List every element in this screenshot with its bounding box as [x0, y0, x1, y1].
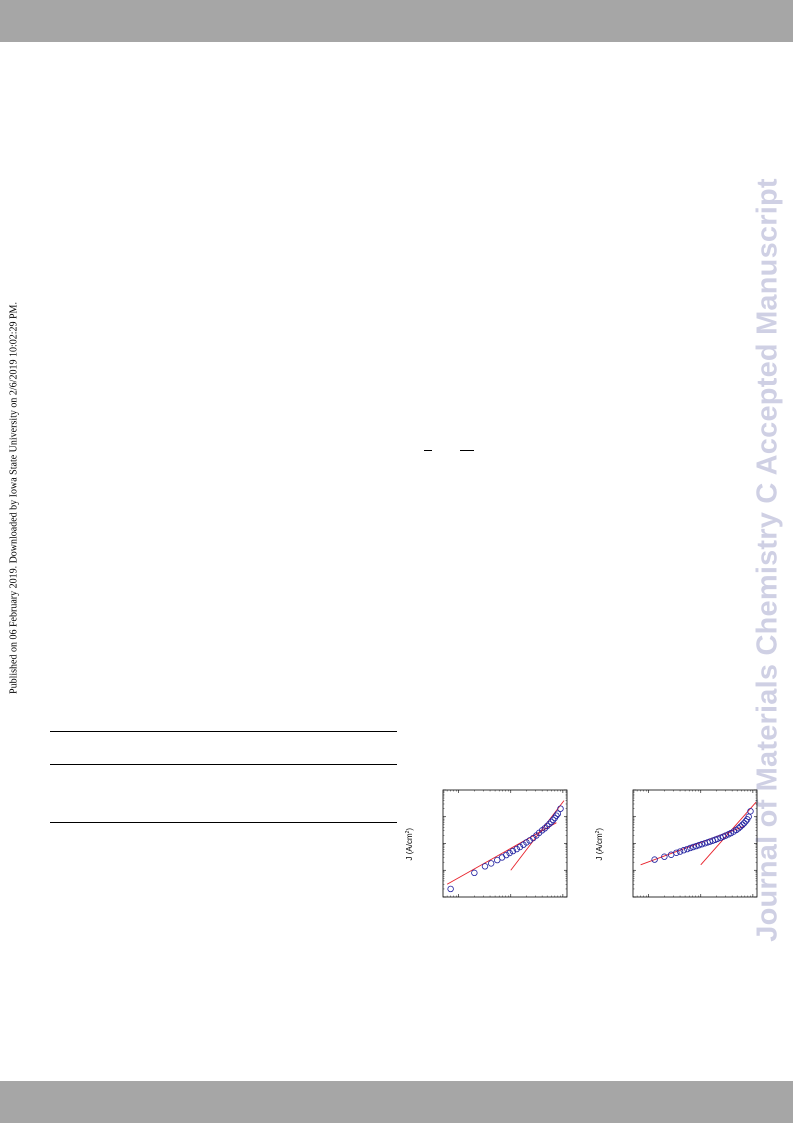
data-point — [690, 843, 697, 851]
data-point — [471, 869, 478, 877]
data-point — [676, 848, 684, 855]
plot-area — [640, 801, 757, 866]
data-point — [740, 819, 748, 827]
data-point — [735, 825, 742, 832]
data-point — [513, 845, 520, 853]
equation-fraction-bar — [460, 450, 474, 451]
data-point — [722, 832, 729, 839]
data-point — [549, 816, 557, 824]
data-point — [543, 822, 551, 830]
table-header-rule — [50, 764, 397, 765]
data-point — [745, 813, 752, 820]
data-point — [695, 841, 703, 849]
data-point — [714, 835, 721, 842]
data-point — [516, 843, 524, 851]
table-top-rule — [50, 731, 397, 732]
data-point — [747, 808, 754, 815]
data-point — [554, 810, 562, 817]
data-point — [506, 849, 513, 857]
footer-band — [0, 1081, 793, 1123]
data-point — [667, 851, 675, 858]
jv-plot-left: J (A/cm2) — [405, 789, 568, 898]
publication-note: Published on 06 February 2019. Downloade… — [8, 302, 20, 694]
data-point — [487, 860, 495, 867]
data-point — [557, 805, 564, 812]
data-point — [553, 812, 560, 819]
y-axis-label: J (A/cm2) — [405, 828, 414, 861]
data-point — [687, 844, 694, 852]
data-point — [673, 849, 680, 856]
equation-fraction-bar — [424, 450, 432, 451]
data-point — [680, 847, 687, 854]
data-point — [661, 853, 668, 860]
data-point — [742, 818, 749, 825]
data-point — [481, 863, 489, 870]
data-point — [737, 823, 744, 830]
data-point — [548, 818, 555, 826]
data-point — [509, 847, 517, 855]
jv-plot-right: J (A/cm2) — [595, 789, 758, 898]
data-point — [698, 841, 706, 848]
data-point — [693, 842, 700, 850]
data-point — [523, 839, 530, 846]
plot-area — [446, 800, 565, 893]
header-band — [0, 0, 793, 42]
table-bottom-rule — [50, 822, 397, 823]
data-point — [739, 821, 746, 829]
plot-frame — [442, 789, 568, 898]
data-point — [498, 854, 506, 861]
data-point — [503, 851, 510, 859]
data-point — [546, 820, 553, 828]
data-point — [651, 856, 658, 863]
fit-line — [640, 825, 745, 866]
data-point — [684, 845, 691, 853]
data-point — [494, 856, 501, 864]
data-point — [447, 885, 454, 893]
y-axis-label: J (A/cm2) — [595, 828, 604, 861]
